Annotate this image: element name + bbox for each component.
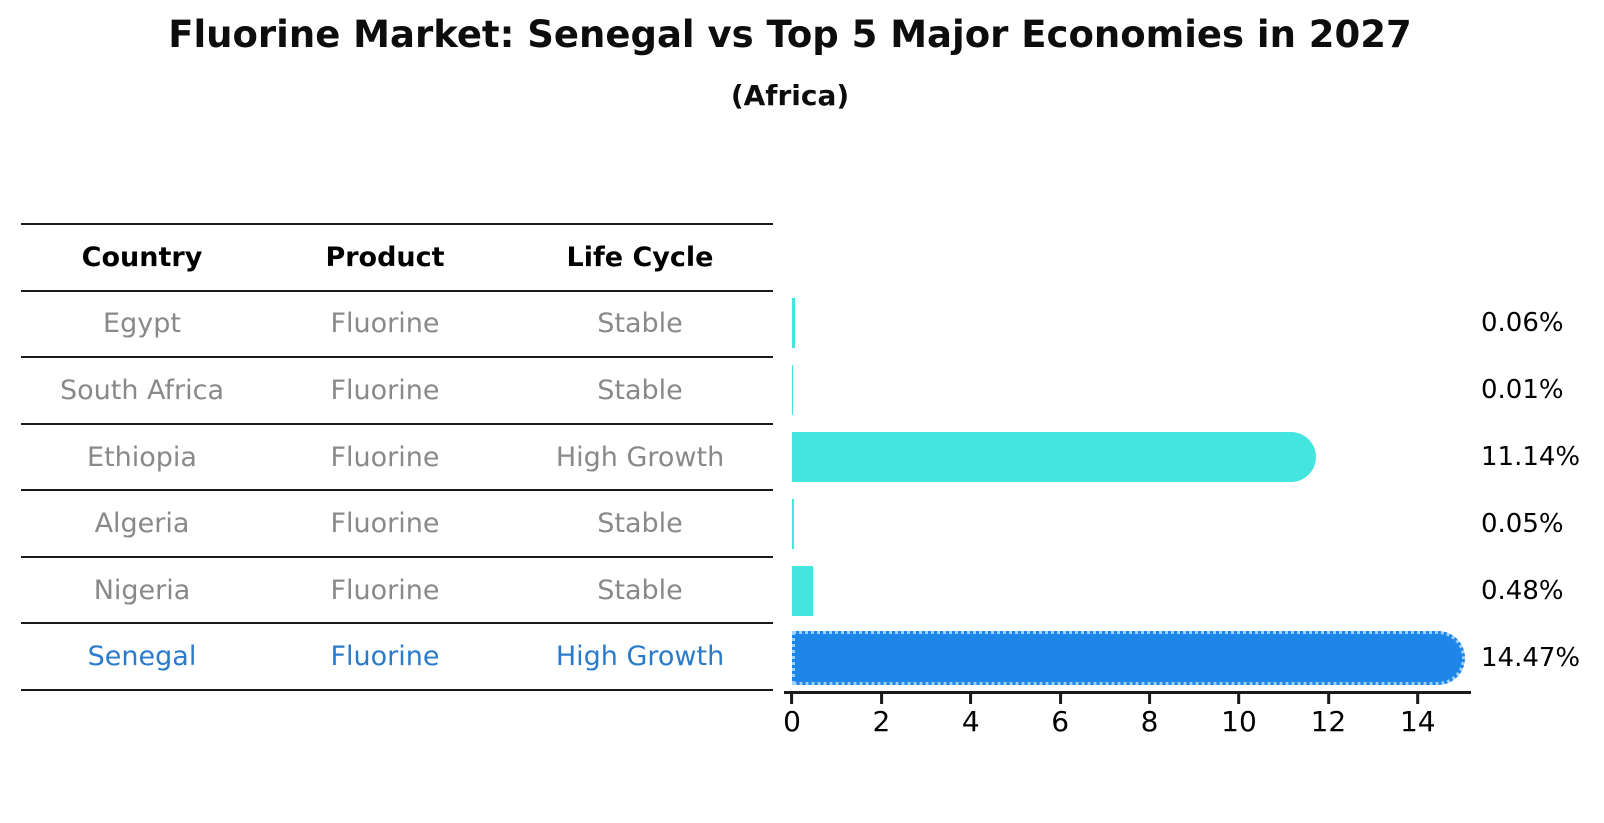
x-axis-ticks: 0 2 4 6 8 10 12 14 <box>783 694 1471 739</box>
x-axis-tick: 14 <box>1400 694 1436 738</box>
product-cell: Fluorine <box>330 574 440 606</box>
country-cell: South Africa <box>59 374 225 406</box>
x-axis-tick: 12 <box>1310 694 1347 738</box>
chart-subtitle: (Africa) <box>730 79 850 112</box>
table-row: South Africa Fluorine Stable <box>21 358 773 425</box>
life-cycle-cell: Stable <box>597 574 683 606</box>
table-row: Algeria Fluorine Stable <box>21 491 773 558</box>
value-label-slot: 0.01% <box>1481 357 1601 424</box>
bar-slot <box>792 490 1471 557</box>
bar-slot <box>792 424 1471 491</box>
bar <box>792 630 1465 685</box>
x-axis-line <box>784 691 1471 694</box>
life-cycle-cell: Stable <box>597 508 683 540</box>
bar-value-label: 0.06% <box>1481 308 1564 339</box>
tick-label: 8 <box>1140 705 1159 738</box>
product-cell: Fluorine <box>330 374 440 406</box>
value-label-slot: 11.14% <box>1481 424 1601 491</box>
x-axis-tick: 0 <box>783 694 801 738</box>
bar <box>792 432 1316 483</box>
bar-slot <box>792 290 1471 357</box>
bar-value-label: 0.01% <box>1481 375 1564 406</box>
life-cycle-cell: Stable <box>597 308 683 340</box>
tick-mark-icon <box>790 694 794 704</box>
bar-value-label: 11.14% <box>1481 442 1581 473</box>
product-cell: Fluorine <box>330 641 440 673</box>
value-label-slot: 0.48% <box>1481 557 1601 624</box>
column-header-product: Product <box>325 241 445 273</box>
tick-label: 12 <box>1310 705 1347 738</box>
bar <box>792 298 795 349</box>
value-label-slot: 14.47% <box>1481 624 1601 691</box>
tick-label: 10 <box>1221 705 1257 738</box>
tick-mark-icon <box>1148 694 1152 704</box>
table-row: Egypt Fluorine Stable <box>21 292 773 359</box>
column-header-country: Country <box>81 241 203 273</box>
country-table: Country Product Life Cycle Egypt Fluorin… <box>21 223 773 692</box>
bar-value-label: 0.48% <box>1481 575 1564 606</box>
tick-mark-icon <box>1058 694 1062 704</box>
tick-mark-icon <box>1416 694 1420 704</box>
bar <box>792 365 793 416</box>
chart-title: Fluorine Market: Senegal vs Top 5 Major … <box>168 13 1412 56</box>
table-row: Senegal Fluorine High Growth <box>21 624 773 692</box>
value-label-slot: 0.05% <box>1481 490 1601 557</box>
bar-slot <box>792 624 1471 691</box>
tick-label: 2 <box>872 705 891 738</box>
tick-label: 4 <box>961 705 980 738</box>
tick-label: 6 <box>1051 705 1070 738</box>
country-cell: Nigeria <box>93 574 191 606</box>
country-cell: Senegal <box>87 641 197 673</box>
bar-slot <box>792 357 1471 424</box>
table-row: Ethiopia Fluorine High Growth <box>21 425 773 492</box>
life-cycle-cell: High Growth <box>555 441 725 473</box>
tick-mark-icon <box>879 694 883 704</box>
country-cell: Algeria <box>94 508 190 540</box>
tick-label: 0 <box>783 705 801 738</box>
value-label-slot: 0.06% <box>1481 290 1601 357</box>
tick-mark-icon <box>1237 694 1241 704</box>
bar-plot-area <box>792 290 1471 691</box>
tick-label: 14 <box>1399 705 1436 738</box>
table-header-row: Country Product Life Cycle <box>21 225 773 292</box>
product-cell: Fluorine <box>330 308 440 340</box>
life-cycle-cell: Stable <box>597 374 683 406</box>
country-cell: Ethiopia <box>87 441 197 473</box>
country-cell: Egypt <box>103 308 181 340</box>
x-axis-tick: 4 <box>962 694 980 738</box>
bar-value-label: 0.05% <box>1481 508 1564 539</box>
tick-mark-icon <box>969 694 973 704</box>
life-cycle-cell: High Growth <box>555 641 725 673</box>
bar-slot <box>792 557 1471 624</box>
column-header-life-cycle: Life Cycle <box>566 241 714 273</box>
product-cell: Fluorine <box>330 508 440 540</box>
bar-value-label: 14.47% <box>1481 642 1581 673</box>
tick-mark-icon <box>1326 694 1330 704</box>
x-axis-tick: 2 <box>872 694 890 738</box>
x-axis-tick: 8 <box>1141 694 1159 738</box>
bar-value-labels: 0.06% 0.01% 11.14% 0.05% 0.48% 14.47% <box>1481 290 1601 691</box>
x-axis-tick: 10 <box>1221 694 1257 738</box>
product-cell: Fluorine <box>330 441 440 473</box>
bar <box>792 498 795 549</box>
x-axis-tick: 6 <box>1051 694 1069 738</box>
table-row: Nigeria Fluorine Stable <box>21 558 773 625</box>
bar <box>792 565 814 616</box>
